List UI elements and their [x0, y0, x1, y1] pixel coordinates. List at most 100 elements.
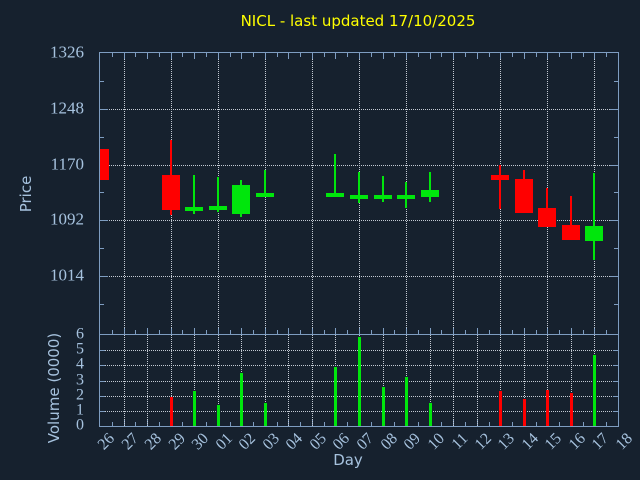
day-tick-label: 29 [165, 430, 189, 454]
price-chart-panel [99, 52, 619, 335]
day-tick [123, 53, 125, 59]
day-tick [559, 422, 561, 426]
day-tick [370, 422, 372, 426]
volume-bar [240, 372, 244, 426]
volume-ytick [100, 380, 105, 382]
candle-body [326, 192, 345, 197]
day-tick [205, 330, 207, 334]
day-tick [441, 53, 443, 57]
candle-wick [216, 177, 219, 213]
day-tick [394, 422, 396, 426]
candle-body [420, 189, 439, 198]
price-ytick [100, 276, 108, 278]
volume-bar [499, 391, 503, 426]
day-tick [300, 422, 302, 426]
day-tick [194, 328, 196, 334]
price-ytick-minor [100, 303, 104, 305]
volume-gridline-v [570, 335, 572, 426]
day-tick-label: 11 [448, 430, 472, 453]
volume-bar [193, 391, 197, 426]
day-tick [300, 53, 302, 57]
day-tick [347, 422, 349, 426]
day-tick-label: 16 [565, 430, 589, 454]
volume-ytick [613, 365, 618, 367]
day-tick-label: 13 [494, 430, 519, 454]
volume-gridline-v [547, 335, 549, 426]
day-tick [347, 330, 349, 334]
day-tick [288, 53, 290, 59]
day-tick [158, 330, 160, 334]
price-ytick [100, 108, 108, 110]
price-ytick-minor [100, 248, 104, 250]
volume-tick-label: 6 [76, 325, 84, 343]
volume-gridline-v [382, 335, 384, 426]
day-tick [535, 422, 537, 426]
price-ytick [100, 220, 108, 222]
volume-tick-label: 5 [76, 340, 84, 358]
day-tick-label: 15 [542, 430, 566, 454]
day-tick [488, 422, 490, 426]
day-tick [135, 53, 137, 57]
day-tick-label: 09 [400, 430, 425, 454]
candle-wick [405, 181, 408, 209]
candle-body [491, 175, 510, 181]
candle-wick [428, 172, 431, 202]
day-tick [253, 53, 255, 57]
day-tick [476, 328, 478, 334]
day-tick [417, 53, 419, 57]
candle-wick [546, 188, 549, 227]
volume-bar [593, 354, 597, 426]
price-ytick [610, 220, 618, 222]
day-tick [417, 330, 419, 334]
volume-tick-label: 1 [76, 401, 84, 419]
day-tick [147, 53, 149, 59]
price-ytick-minor [614, 80, 618, 82]
price-tick-label: 1014 [50, 265, 84, 285]
day-tick [229, 422, 231, 426]
day-tick [382, 53, 384, 59]
candle-body [397, 195, 416, 200]
day-tick [606, 53, 608, 57]
day-tick [582, 53, 584, 57]
candle-body [373, 195, 392, 200]
day-tick [359, 53, 360, 59]
day-tick [253, 422, 255, 426]
day-tick [123, 328, 125, 334]
volume-gridline-v [311, 335, 313, 426]
day-tick [547, 53, 549, 59]
volume-ytick [613, 380, 618, 382]
day-tick [241, 328, 243, 334]
price-gridline-v [311, 53, 313, 334]
day-tick-label: 02 [235, 430, 260, 454]
day-tick-label: 27 [118, 430, 142, 454]
day-tick-label: 05 [306, 430, 330, 454]
day-tick [276, 330, 278, 334]
day-tick [523, 328, 525, 334]
day-tick [559, 53, 561, 57]
price-ytick [610, 276, 618, 278]
day-tick [464, 53, 466, 57]
day-tick [570, 328, 572, 334]
volume-gridline-v [123, 335, 125, 426]
day-tick [453, 53, 455, 59]
day-tick [429, 328, 431, 334]
volume-bar [546, 389, 550, 426]
day-tick [582, 422, 584, 426]
price-tick-label: 1248 [50, 98, 84, 118]
day-tick [606, 330, 608, 334]
day-tick [429, 53, 431, 59]
day-tick-label: 30 [188, 430, 213, 454]
day-tick [217, 53, 219, 59]
day-tick [441, 330, 443, 334]
day-tick [111, 53, 113, 57]
volume-bar [428, 403, 432, 426]
day-tick [135, 330, 137, 334]
day-tick [135, 422, 137, 426]
volume-gridline-v [453, 335, 455, 426]
day-tick [158, 422, 160, 426]
volume-bar [522, 398, 526, 426]
candle-wick [381, 175, 384, 203]
volume-gridline-v [147, 335, 149, 426]
day-tick-label: 18 [612, 430, 637, 454]
day-tick [500, 53, 502, 59]
